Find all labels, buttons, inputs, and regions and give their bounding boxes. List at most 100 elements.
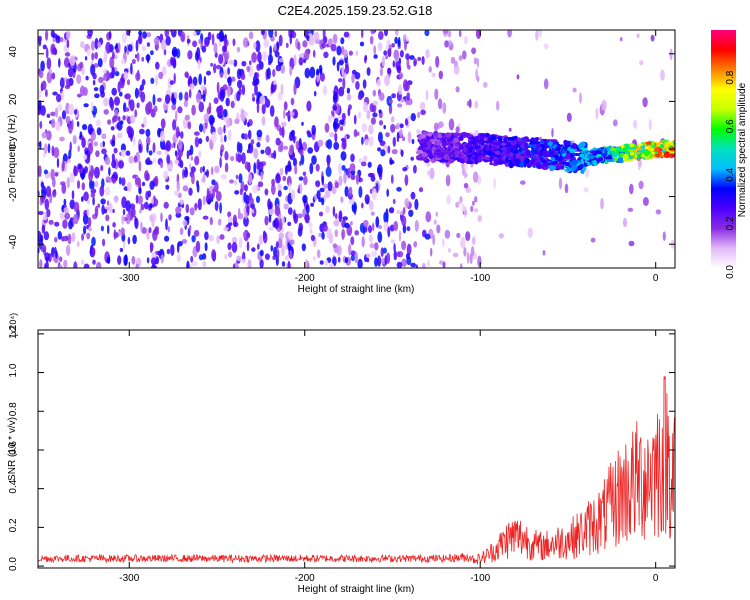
spectrogram-cell bbox=[39, 120, 43, 129]
spectrogram-cell bbox=[398, 72, 404, 79]
spectrogram-cell bbox=[234, 118, 240, 125]
spectrogram-cell bbox=[103, 109, 109, 115]
colorbar-tick-label: 0.6 bbox=[725, 119, 736, 133]
signal-cell bbox=[466, 160, 471, 164]
spectrogram-cell bbox=[205, 135, 210, 142]
spectrogram-cell bbox=[122, 115, 126, 121]
spectrogram-cell bbox=[218, 53, 224, 65]
spectrogram-cell bbox=[400, 210, 403, 216]
spectrogram-cell bbox=[458, 55, 463, 61]
spectrogram-cell bbox=[304, 215, 310, 221]
signal-cell bbox=[505, 162, 509, 167]
signal-cell bbox=[499, 160, 505, 165]
spectrogram-cell bbox=[81, 233, 84, 241]
spectrogram-cell bbox=[117, 116, 121, 122]
signal-cell bbox=[518, 147, 523, 153]
spectrogram-cell bbox=[404, 39, 407, 51]
spectrogram-cell bbox=[350, 254, 356, 262]
spectrogram-cell bbox=[304, 259, 308, 268]
spectrogram-cell bbox=[120, 58, 126, 65]
spectrogram-cell bbox=[244, 212, 248, 220]
spectrogram-cell bbox=[228, 251, 233, 258]
spectrogram-cell bbox=[76, 74, 82, 84]
spectrogram-cell bbox=[219, 234, 225, 240]
spectrogram-cell bbox=[236, 46, 241, 53]
spectrogram-cell bbox=[224, 68, 228, 80]
signal-cell bbox=[480, 133, 486, 138]
spectrogram-cell bbox=[396, 210, 401, 215]
spectrogram-cell bbox=[282, 175, 287, 182]
spectrogram-cell bbox=[153, 105, 158, 113]
spectrogram-cell bbox=[66, 39, 70, 48]
spectrogram-cell bbox=[46, 57, 52, 70]
spectrogram-cell bbox=[520, 180, 526, 185]
signal-cell bbox=[536, 159, 542, 163]
spectrogram-cell bbox=[103, 50, 108, 61]
spectrogram-cell bbox=[410, 262, 416, 268]
spectrogram-cell bbox=[259, 259, 264, 268]
spectrogram-cell bbox=[73, 109, 78, 115]
spectrogram-cell bbox=[284, 255, 290, 261]
spectrogram-cell bbox=[281, 261, 286, 267]
spectrogram-cell bbox=[316, 249, 321, 259]
spectrogram-cell bbox=[256, 102, 260, 114]
spectrogram-cell bbox=[338, 210, 343, 223]
spectrogram-cell bbox=[648, 119, 652, 131]
signal-cell bbox=[650, 151, 655, 155]
signal-cell bbox=[418, 146, 422, 151]
spectrogram-cell bbox=[223, 124, 226, 134]
spectrogram-cell bbox=[46, 71, 53, 84]
spectrogram-cell bbox=[230, 76, 236, 82]
spectrogram-cell bbox=[333, 105, 337, 111]
spectrogram-cell bbox=[378, 31, 384, 40]
spectrogram-cell bbox=[117, 132, 123, 139]
spectrogram-cell bbox=[171, 103, 177, 111]
spectrogram-cell bbox=[401, 136, 406, 142]
spectrogram-cell bbox=[371, 251, 378, 257]
spectrogram-cell bbox=[642, 97, 648, 108]
spectrogram-cell bbox=[250, 209, 254, 214]
spectrogram-cell bbox=[346, 87, 351, 94]
signal-cell bbox=[453, 137, 459, 143]
signal-cell bbox=[571, 159, 578, 166]
spectrogram-cell bbox=[324, 190, 331, 199]
spectrogram-cell bbox=[81, 196, 84, 202]
spectrogram-cell bbox=[325, 205, 330, 214]
spectrogram-cell bbox=[234, 179, 238, 186]
spectrogram-cell bbox=[152, 94, 156, 106]
spectrogram-cell bbox=[464, 206, 467, 218]
spectrogram-cell bbox=[298, 222, 304, 232]
spectrogram-cell bbox=[385, 55, 389, 60]
signal-cell bbox=[654, 147, 660, 152]
spectrogram-cell bbox=[251, 93, 255, 98]
spectrogram-cell bbox=[142, 31, 147, 39]
spectrogram-cell bbox=[275, 241, 279, 250]
spectrogram-cell bbox=[458, 30, 462, 37]
spectrogram-cell bbox=[81, 137, 86, 148]
spectrogram-cell bbox=[161, 39, 167, 51]
spectrogram-cell bbox=[357, 111, 362, 119]
spectrogram-cell bbox=[157, 97, 162, 103]
spectrogram-cell bbox=[396, 261, 403, 268]
spectrogram-cell bbox=[387, 226, 391, 238]
spectrogram-cell bbox=[134, 109, 138, 118]
signal-cell bbox=[530, 155, 537, 158]
signal-cell bbox=[592, 160, 598, 166]
spectrogram-cell bbox=[293, 54, 297, 66]
spectrogram-cell bbox=[113, 195, 119, 204]
spectrogram-cell bbox=[152, 142, 156, 153]
spectrogram-cell bbox=[413, 164, 417, 174]
spectrogram-cell bbox=[239, 188, 243, 196]
spectrogram-cell bbox=[348, 243, 352, 256]
spectrogram-cell bbox=[54, 107, 59, 118]
spectrogram-cell bbox=[112, 222, 116, 228]
signal-cell bbox=[435, 157, 442, 161]
spectrogram-cell bbox=[273, 79, 277, 86]
spectrogram-cell bbox=[280, 83, 284, 96]
spectrogram-cell bbox=[218, 104, 224, 116]
spectrogram-cell bbox=[66, 78, 72, 88]
spectrogram-cell bbox=[113, 147, 118, 154]
spectrogram-cell bbox=[400, 149, 404, 157]
spectrogram-cell bbox=[281, 126, 285, 138]
spectrogram-cell bbox=[229, 179, 234, 184]
